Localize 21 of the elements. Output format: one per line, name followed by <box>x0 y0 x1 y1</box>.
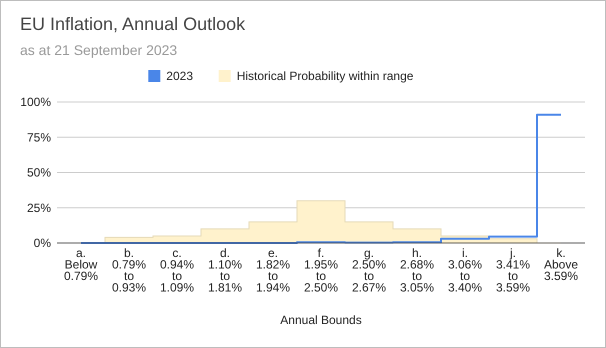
x-tick-label: c. 0.94% to 1.09% <box>160 246 194 294</box>
x-tick-label: e. 1.82% to 1.94% <box>256 246 290 294</box>
y-tick-label: 100% <box>20 95 52 109</box>
x-tick-label: g. 2.50% to 2.67% <box>352 246 386 294</box>
x-tick-label: k. Above 3.59% <box>544 246 578 283</box>
y-tick-label: 25% <box>26 200 52 215</box>
chart-title: EU Inflation, Annual Outlook <box>20 14 246 34</box>
y-tick-label: 0% <box>34 236 52 250</box>
x-tick-label: b. 0.79% to 0.93% <box>112 246 146 294</box>
x-tick-label: j. 3.41% to 3.59% <box>496 246 530 294</box>
y-tick-label: 75% <box>26 130 52 144</box>
chart-subtitle: as at 21 September 2023 <box>20 42 178 58</box>
x-tick-label: i. 3.06% to 3.40% <box>448 246 482 294</box>
x-tick-label: d. 1.10% to 1.81% <box>208 246 242 294</box>
legend-label: Historical Probability within range <box>236 69 414 83</box>
x-tick-label: f. 1.95% to 2.50% <box>304 246 338 294</box>
x-tick-label: a. Below 0.79% <box>64 246 98 283</box>
x-tick-label: h. 2.68% to 3.05% <box>400 246 434 294</box>
legend-label: 2023 <box>166 69 194 83</box>
x-axis-title: Annual Bounds <box>280 313 362 327</box>
y-tick-label: 50% <box>26 166 52 180</box>
